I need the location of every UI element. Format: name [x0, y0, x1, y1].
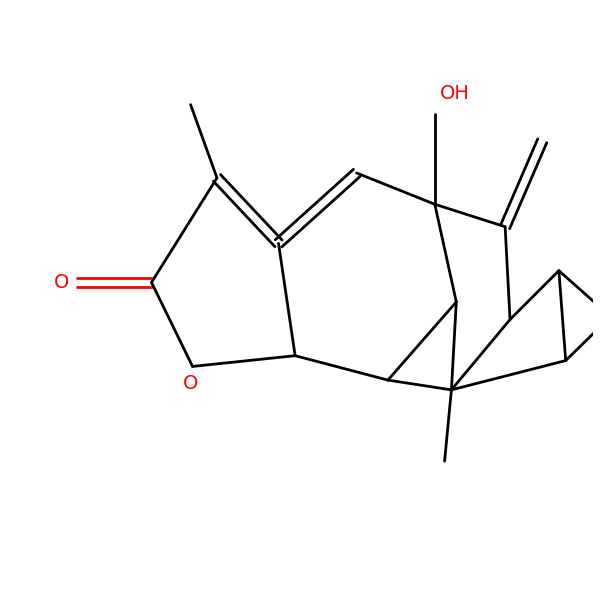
Text: O: O — [183, 374, 198, 393]
Text: O: O — [54, 273, 70, 292]
Text: OH: OH — [440, 83, 470, 103]
